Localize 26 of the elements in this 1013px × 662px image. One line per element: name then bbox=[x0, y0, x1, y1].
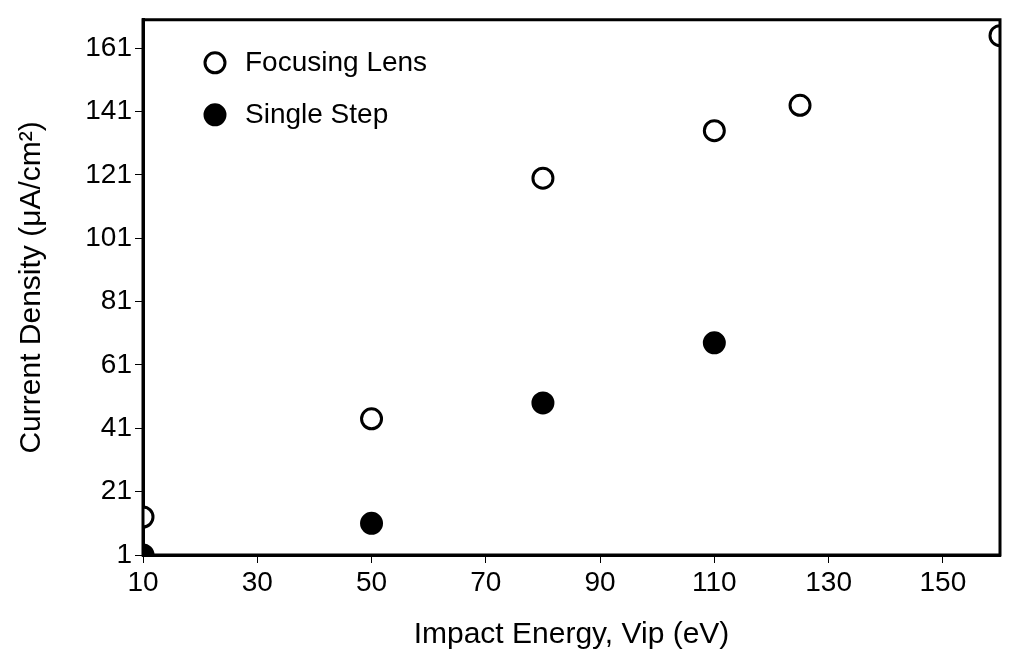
x-tick-label: 90 bbox=[584, 565, 616, 597]
point bbox=[702, 331, 726, 355]
legend-label: Focusing Lens bbox=[245, 45, 428, 77]
y-tick-label: 141 bbox=[85, 94, 132, 126]
y-tick-label: 121 bbox=[85, 157, 132, 189]
x-tick-label: 70 bbox=[470, 565, 502, 597]
x-tick-label: 30 bbox=[241, 565, 273, 597]
legend-label: Single Step bbox=[245, 97, 389, 129]
point bbox=[788, 93, 812, 117]
point bbox=[360, 407, 384, 431]
x-axis-title: Impact Energy, Vip (eV) bbox=[413, 616, 730, 650]
x-tick-label: 150 bbox=[919, 565, 967, 597]
y-axis-title: Current Density (μA/cm²) bbox=[13, 121, 47, 454]
x-tick-label: 50 bbox=[355, 565, 388, 597]
point bbox=[531, 391, 555, 415]
y-tick-label: 61 bbox=[100, 347, 132, 379]
y-tick-label: 101 bbox=[85, 221, 132, 253]
y-tick-label: 161 bbox=[85, 31, 132, 63]
y-tick-label: 81 bbox=[100, 284, 132, 316]
point bbox=[531, 166, 555, 190]
y-tick-label: 41 bbox=[100, 411, 132, 443]
x-tick-label: 130 bbox=[805, 565, 852, 597]
x-tick-label: 110 bbox=[692, 565, 737, 597]
y-tick-label: 21 bbox=[100, 474, 132, 506]
point bbox=[702, 119, 726, 143]
point bbox=[360, 511, 384, 535]
